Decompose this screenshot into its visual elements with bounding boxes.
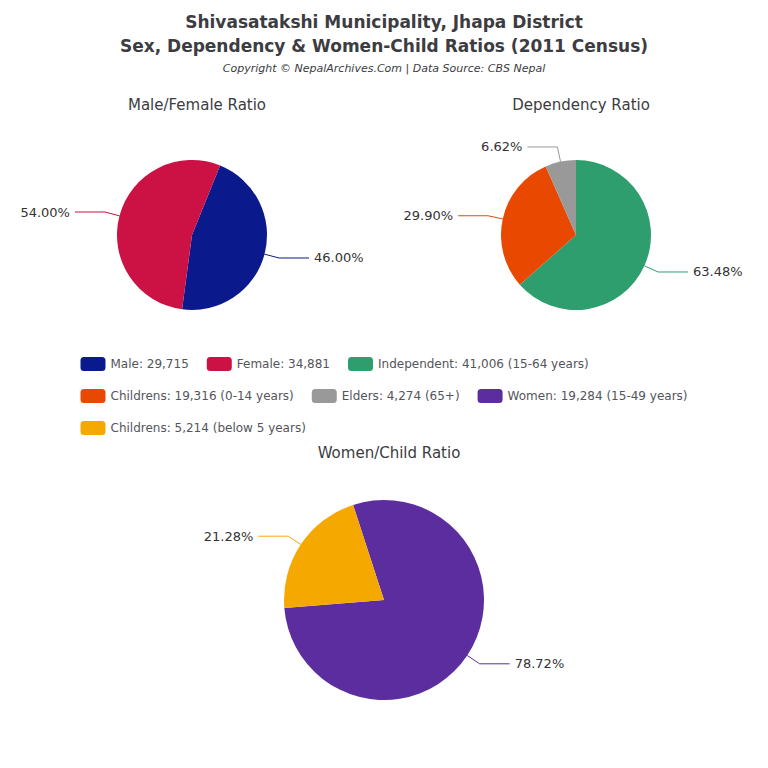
svg-text:Sex, Dependency & Women-Child: Sex, Dependency & Women-Child Ratios (20… bbox=[120, 36, 648, 56]
svg-text:Independent: 41,006 (15-64 yea: Independent: 41,006 (15-64 years) bbox=[378, 357, 589, 371]
svg-text:6.62%: 6.62% bbox=[481, 139, 522, 154]
svg-text:46.00%: 46.00% bbox=[314, 250, 364, 265]
svg-text:29.90%: 29.90% bbox=[404, 208, 454, 223]
svg-text:Childrens: 19,316 (0-14 years): Childrens: 19,316 (0-14 years) bbox=[110, 389, 293, 403]
svg-text:21.28%: 21.28% bbox=[204, 529, 254, 544]
svg-text:63.48%: 63.48% bbox=[693, 264, 743, 279]
svg-text:Elders: 4,274 (65+): Elders: 4,274 (65+) bbox=[342, 389, 460, 403]
svg-text:Women: 19,284 (15-49 years): Women: 19,284 (15-49 years) bbox=[508, 389, 688, 403]
svg-text:Childrens: 5,214 (below 5 year: Childrens: 5,214 (below 5 years) bbox=[110, 421, 305, 435]
svg-text:Female: 34,881: Female: 34,881 bbox=[237, 357, 330, 371]
svg-text:Dependency Ratio: Dependency Ratio bbox=[512, 96, 650, 114]
svg-text:54.00%: 54.00% bbox=[20, 205, 70, 220]
svg-text:Male/Female Ratio: Male/Female Ratio bbox=[128, 96, 266, 114]
svg-text:Copyright © NepalArchives.Com: Copyright © NepalArchives.Com | Data Sou… bbox=[223, 62, 545, 75]
svg-text:Male: 29,715: Male: 29,715 bbox=[110, 357, 188, 371]
svg-text:78.72%: 78.72% bbox=[515, 656, 565, 671]
svg-text:Women/Child Ratio: Women/Child Ratio bbox=[318, 444, 461, 462]
svg-text:Shivasatakshi Municipality, Jh: Shivasatakshi Municipality, Jhapa Distri… bbox=[185, 12, 583, 32]
